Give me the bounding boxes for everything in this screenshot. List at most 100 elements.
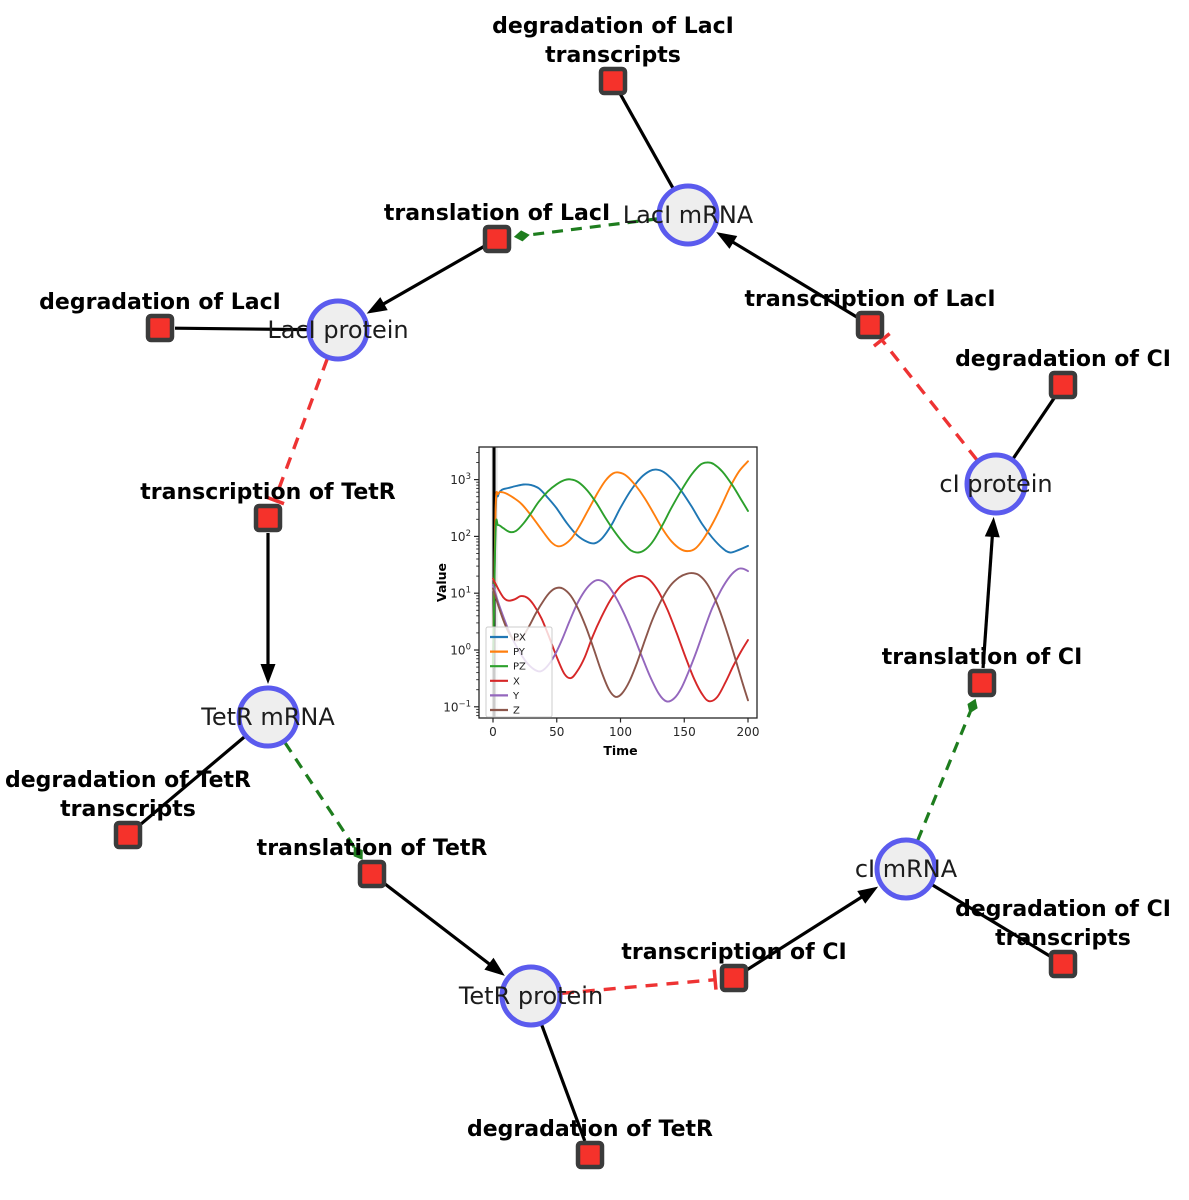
chart-legend-label-PY: PY (513, 647, 526, 658)
process-label-transcr_tetr: transcription of TetR (140, 480, 396, 505)
species-node-ci_protein (964, 452, 1028, 516)
edge-modifier-tetr_mrna-to-transl_tetr (283, 741, 363, 860)
chart-series-X (492, 574, 749, 703)
species-node-laci_mrna (656, 183, 720, 247)
edge-reactant-laci_protein-to-deg_laci (174, 326, 308, 332)
chart-series-PY (492, 460, 749, 669)
chart-x-tick-label: 50 (549, 725, 564, 739)
edge-reactant-tetr_mrna-to-deg_tetr_tr (138, 735, 246, 827)
chart-y-tick-label: 10−1 (443, 699, 471, 714)
chart-x-tick-label: 200 (737, 725, 760, 739)
process-label-transcr_ci: transcription of CI (621, 940, 846, 965)
process-label-transl_laci: translation of LacI (384, 201, 610, 226)
chart-y-axis-label: Value (434, 563, 449, 602)
edge-reactant-ci_protein-to-deg_ci (1012, 396, 1056, 460)
process-label-deg_laci_tr: degradation of LacI transcripts (492, 14, 734, 68)
edge-product-transl_laci-to-laci_protein (366, 245, 485, 314)
chart-x-tick-label: 100 (609, 725, 632, 739)
reactant-edge-line (174, 326, 308, 332)
process-label-transcr_laci: transcription of LacI (744, 287, 995, 312)
modifier-edge-line (916, 711, 972, 841)
process-label-deg_tetr_tr: degradation of TetR transcripts (5, 768, 251, 822)
process-node-transcr_tetr (253, 503, 283, 533)
product-arrowhead-icon (366, 297, 388, 314)
modifier-diamond-icon (513, 230, 530, 242)
species-label-laci_mrna: LacI mRNA (623, 201, 754, 229)
chart-y-tick-label: 101 (450, 586, 471, 601)
process-node-transl_tetr (357, 859, 387, 889)
chart-series-PZ (492, 461, 749, 669)
labels-layer: degradation of LacI transcripts translatio… (5, 14, 1171, 1142)
chart-axes-frame (478, 446, 758, 719)
product-edge-line (981, 530, 995, 669)
chart-x-tick-label: 0 (489, 725, 497, 739)
chart-legend-label-PX: PX (513, 633, 526, 644)
chart-x-tick-label: 150 (673, 725, 696, 739)
process-label-deg_ci_tr: degradation of CI transcripts (955, 897, 1171, 951)
species-node-tetr_mrna (236, 685, 300, 749)
inhibition-edge-line (561, 977, 716, 995)
inhibition-tbar-icon (712, 969, 718, 990)
chart-legend-label-X: X (513, 676, 520, 687)
process-label-deg_tetr: degradation of TetR (467, 1117, 713, 1142)
chart-x-axis-label: Time (603, 743, 637, 758)
process-node-deg_laci_tr (598, 66, 628, 96)
chart-y-tick-label: 103 (450, 472, 471, 487)
process-node-deg_ci (1048, 370, 1078, 400)
edge-product-transcr_ci-to-ci_mrna (745, 886, 879, 972)
chart-legend: PX PY PZ XYZ (485, 626, 553, 718)
inhibition-tbar-icon (872, 332, 891, 348)
product-edge-line (745, 892, 868, 972)
inhibition-edge-line (273, 358, 329, 501)
process-node-deg_tetr (575, 1140, 605, 1170)
product-arrowhead-icon (984, 516, 1000, 538)
inhibition-tbar-icon (264, 495, 285, 506)
edge-modifier-laci_mrna-to-transl_laci (513, 217, 658, 242)
process-node-transcr_ci (719, 963, 749, 993)
edge-product-transcr_laci-to-laci_mrna (716, 232, 858, 319)
modifier-edge-line (283, 741, 357, 850)
process-node-transcr_laci (855, 310, 885, 340)
product-arrowhead-icon (484, 957, 505, 976)
reactant-edge-line (1012, 396, 1056, 460)
inset-chart: 0 50 100 150 200Time10−1100101102103ValuePXP… (427, 432, 780, 813)
modifier-diamond-icon (353, 846, 363, 860)
edge-product-transl_tetr-to-tetr_protein (382, 881, 505, 976)
species-node-laci_protein (306, 298, 370, 362)
inhibition-edge-line (880, 338, 979, 461)
edge-product-transcr_tetr-to-tetr_mrna (260, 533, 276, 684)
modifier-edge-line (527, 217, 658, 237)
process-node-deg_tetr_tr (113, 820, 143, 850)
nodes-layer (113, 66, 1078, 1170)
species-node-ci_mrna (874, 837, 938, 901)
species-label-tetr_mrna: TetR mRNA (200, 703, 335, 731)
edge-product-transl_ci-to-ci_protein (981, 516, 1000, 669)
product-edge-line (377, 245, 485, 309)
species-label-ci_mrna: cI mRNA (855, 855, 958, 883)
reactant-edge-line (540, 1024, 587, 1142)
chart-legend-label-Y: Y (512, 691, 520, 702)
edge-reactant-laci_mrna-to-deg_laci_tr (618, 93, 675, 189)
chart-series-PX (492, 468, 749, 669)
process-label-transl_tetr: translation of TetR (257, 836, 488, 861)
edge-reactant-ci_mrna-to-deg_ci_tr (931, 883, 1051, 958)
chart-legend-label-PZ: PZ (513, 662, 526, 673)
species-node-tetr_protein (499, 964, 563, 1028)
edge-inhibitor-tetr_protein-to-transcr_ci (561, 969, 718, 995)
edge-modifier-ci_mrna-to-transl_ci (916, 698, 978, 841)
reactant-edge-line (931, 883, 1051, 958)
process-node-transl_ci (967, 668, 997, 698)
product-arrowhead-icon (857, 886, 879, 904)
reactant-edge-line (138, 735, 246, 827)
product-edge-line (382, 881, 495, 969)
process-label-transl_ci: translation of CI (882, 645, 1083, 670)
product-arrowhead-icon (260, 664, 276, 684)
edges-layer (138, 93, 1056, 1142)
product-edge-line (727, 237, 858, 319)
process-label-deg_laci: degradation of LacI (39, 290, 281, 315)
process-node-deg_ci_tr (1048, 949, 1078, 979)
edge-reactant-tetr_protein-to-deg_tetr (540, 1024, 587, 1142)
modifier-diamond-icon (967, 698, 978, 714)
